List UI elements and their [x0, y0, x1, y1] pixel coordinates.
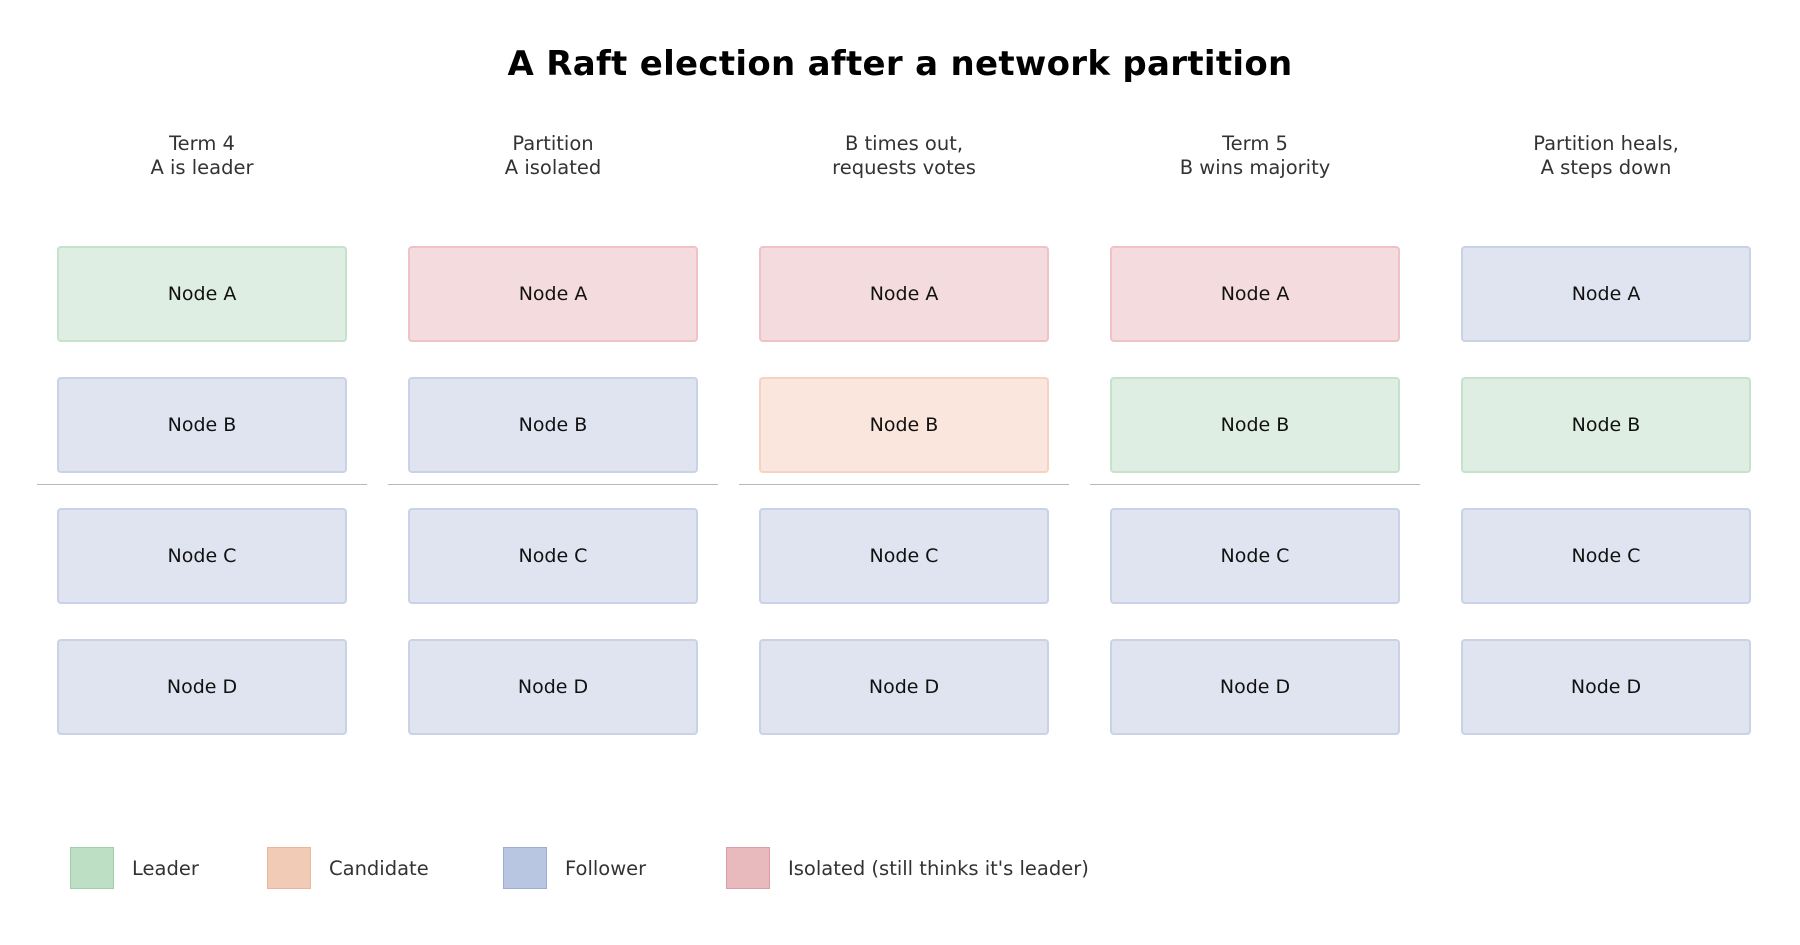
legend-label: Isolated (still thinks it's leader) [788, 856, 1089, 880]
node-box-node-a: Node A [408, 246, 698, 342]
node-box-node-a: Node A [1110, 246, 1400, 342]
node-box-node-d: Node D [57, 639, 347, 735]
stage-label-line: B wins majority [1179, 156, 1331, 179]
node-box-node-a: Node A [57, 246, 347, 342]
node-box-node-b: Node B [1461, 377, 1751, 473]
stage-label: B times out, requests votes [739, 132, 1069, 180]
node-box-node-d: Node D [759, 639, 1049, 735]
node-box-node-a: Node A [759, 246, 1049, 342]
legend-label: Leader [132, 856, 199, 880]
legend-label: Candidate [329, 856, 429, 880]
node-box-node-c: Node C [1110, 508, 1400, 604]
stage-label-line: Term 4 [169, 132, 235, 155]
legend-label: Follower [565, 856, 647, 880]
node-box-node-c: Node C [759, 508, 1049, 604]
node-box-node-c: Node C [1461, 508, 1751, 604]
node-box-node-c: Node C [57, 508, 347, 604]
node-box-node-d: Node D [408, 639, 698, 735]
partition-line [1090, 484, 1420, 485]
diagram-title: A Raft election after a network partitio… [507, 44, 1293, 84]
stage-label: Partition heals, A steps down [1441, 132, 1771, 180]
node-box-node-a: Node A [1461, 246, 1751, 342]
stage-label: Partition A isolated [388, 132, 718, 180]
legend-item-candidate: Candidate [267, 846, 429, 890]
node-box-node-b: Node B [759, 377, 1049, 473]
stage-column-2: Partition A isolated Node A Node B Node C Nod… [388, 0, 718, 760]
legend-item-follower: Follower [503, 846, 646, 890]
stage-label-line: A is leader [150, 156, 254, 179]
node-box-node-d: Node D [1461, 639, 1751, 735]
partition-line [739, 484, 1069, 485]
node-box-node-c: Node C [408, 508, 698, 604]
node-box-node-b: Node B [1110, 377, 1400, 473]
stage-label-line: A isolated [504, 156, 602, 179]
stage-column-3: B times out, requests votes Node A Node B No… [739, 0, 1069, 760]
stage-label-line: requests votes [832, 156, 976, 179]
node-box-node-d: Node D [1110, 639, 1400, 735]
stage-label-line: Term 5 [1222, 132, 1288, 155]
legend-swatch-candidate [267, 847, 311, 889]
legend-item-leader: Leader [70, 846, 199, 890]
legend-swatch-follower [503, 847, 547, 889]
legend-swatch-leader [70, 847, 114, 889]
stage-label-line: A steps down [1540, 156, 1672, 179]
node-box-node-b: Node B [57, 377, 347, 473]
node-box-node-b: Node B [408, 377, 698, 473]
legend-item-isolated: Isolated (still thinks it's leader) [726, 846, 1089, 890]
stage-label-line: B times out, [844, 132, 964, 155]
stage-column-5: Partition heals, A steps down Node A Node B… [1441, 0, 1771, 760]
legend-swatch-isolated [726, 847, 770, 889]
stage-label-line: Partition [512, 132, 594, 155]
stage-label-line: Partition heals, [1533, 132, 1679, 155]
partition-line [37, 484, 367, 485]
partition-line [388, 484, 718, 485]
